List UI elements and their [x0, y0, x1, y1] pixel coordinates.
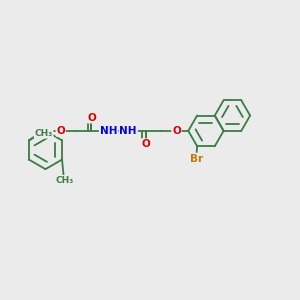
- Text: O: O: [142, 139, 150, 149]
- Text: O: O: [172, 126, 181, 136]
- Text: CH₃: CH₃: [34, 129, 53, 138]
- Text: O: O: [87, 112, 96, 123]
- Text: NH: NH: [100, 126, 117, 136]
- Text: NH: NH: [119, 126, 137, 136]
- Text: CH₃: CH₃: [56, 176, 74, 185]
- Text: O: O: [56, 126, 65, 136]
- Text: Br: Br: [190, 154, 203, 164]
